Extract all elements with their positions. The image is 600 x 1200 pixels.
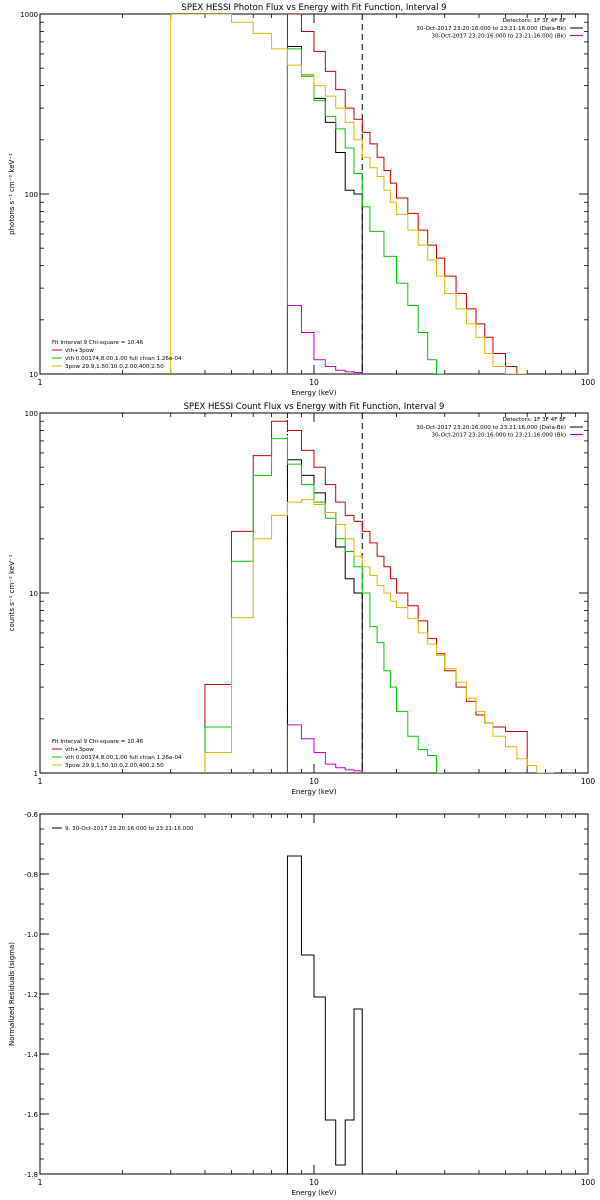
- x-tick-label: 1: [38, 1178, 43, 1187]
- legend-entry-label: 3pow 29.9,1.50,10.0,2.00,400,2.50: [65, 763, 164, 769]
- x-axis-label: Energy (keV): [291, 1189, 336, 1197]
- series-group: [286, 855, 363, 1174]
- y-axis-label: Normalized Residuals (sigma): [8, 942, 16, 1046]
- series-step-line-bpow: [204, 499, 554, 773]
- chart-title: SPEX HESSI Count Flux vs Energy with Fit…: [184, 402, 445, 412]
- series-step-line-background: [286, 724, 363, 773]
- legend-entry-label: 9. 30-Oct-2017 23:20:16.000 to 23:21:16.…: [65, 826, 194, 832]
- series-step-line-vth: [286, 48, 445, 374]
- legend-fit-header: Fit Interval 9 Chi-square = 10.46: [52, 340, 144, 346]
- x-tick-label: 1: [38, 378, 43, 387]
- y-tick-label: 10: [29, 590, 38, 598]
- series-group: [170, 14, 528, 374]
- y-axis-label: photons s⁻¹ cm⁻² keV⁻¹: [8, 153, 16, 235]
- legend-entry-label: vth 0.00174,8.00,1.00 full chian 1.26e-0…: [65, 356, 182, 362]
- y-tick-label: -1.2: [24, 991, 38, 999]
- x-axis-label: Energy (keV): [291, 788, 336, 796]
- legend-detectors: Detectors: 1F 3F 4F 8F: [503, 18, 566, 24]
- y-axis-label: counts s⁻¹ cm⁻² keV⁻¹: [8, 554, 16, 631]
- series-step-line-data: [286, 855, 363, 1174]
- legend-entry-label: vth 0.00174,8.00,1.00 full chian 1.26e-0…: [65, 755, 182, 761]
- chart-title: SPEX HESSI Photon Flux vs Energy with Fi…: [181, 3, 446, 13]
- y-tick-label: -1.6: [24, 1111, 38, 1119]
- legend-detectors: Detectors: 1F 3F 4F 8F: [503, 417, 566, 423]
- legend-fit-header: Fit Interval 9 Chi-square = 10.46: [52, 739, 144, 745]
- plot-frame: [39, 13, 589, 375]
- legend-entry-label: 30-Oct-2017 23:20:16.000 to 23:21:16.000…: [431, 34, 566, 40]
- legend-entry-label: 30-Oct-2017 23:20:16.000 to 23:21:16.000…: [431, 433, 566, 439]
- legend-entry-label: 3pow 29.9,1.50,10.0,2.00,400,2.50: [65, 364, 164, 370]
- chart-panel-residuals: 1 10 100 -1.8 -1.6 -1.4 -1.2 -1.0 -0.8 -0.6 Energy…: [8, 811, 595, 1197]
- series-step-line-background: [286, 305, 363, 374]
- x-tick-label: 10: [309, 777, 319, 786]
- series-group: [204, 420, 554, 773]
- legend-entry-label: 30-Oct-2017 23:20:16.000 to 23:21:16.000…: [416, 26, 566, 32]
- chart-panel-photon: SPEX HESSI Photon Flux vs Energy with Fi…: [8, 3, 595, 397]
- series-step-line-vth: [204, 438, 445, 773]
- y-tick-label: -0.8: [24, 871, 38, 879]
- y-tick-label: 100: [25, 410, 38, 418]
- x-tick-label: 10: [309, 1178, 319, 1187]
- y-tick-label: 100: [25, 191, 38, 199]
- legend-entry-label: vth+3pow: [65, 747, 94, 753]
- y-tick-label: -1.0: [24, 931, 38, 939]
- y-tick-label: -0.6: [24, 811, 38, 819]
- series-step-line-bpow: [170, 14, 528, 374]
- series-step-line-total: [286, 14, 528, 374]
- legend-entry-label: vth+3pow: [65, 348, 94, 354]
- x-axis-label: Energy (keV): [291, 389, 336, 397]
- y-tick-label: 1000: [20, 11, 38, 19]
- x-tick-label: 1: [38, 777, 43, 786]
- chart-panel-count: SPEX HESSI Count Flux vs Energy with Fit…: [8, 402, 595, 796]
- x-tick-label: 10: [309, 378, 319, 387]
- x-tick-label: 100: [581, 777, 596, 786]
- x-tick-label: 100: [581, 1178, 596, 1187]
- y-tick-label: -1.8: [24, 1171, 38, 1179]
- legend-entry-label: 30-Oct-2017 23:20:16.000 to 23:21:16.000…: [416, 425, 566, 431]
- y-tick-label: 1: [34, 770, 38, 778]
- x-tick-label: 100: [581, 378, 596, 387]
- y-tick-label: 10: [29, 371, 38, 379]
- y-tick-label: -1.4: [24, 1051, 38, 1059]
